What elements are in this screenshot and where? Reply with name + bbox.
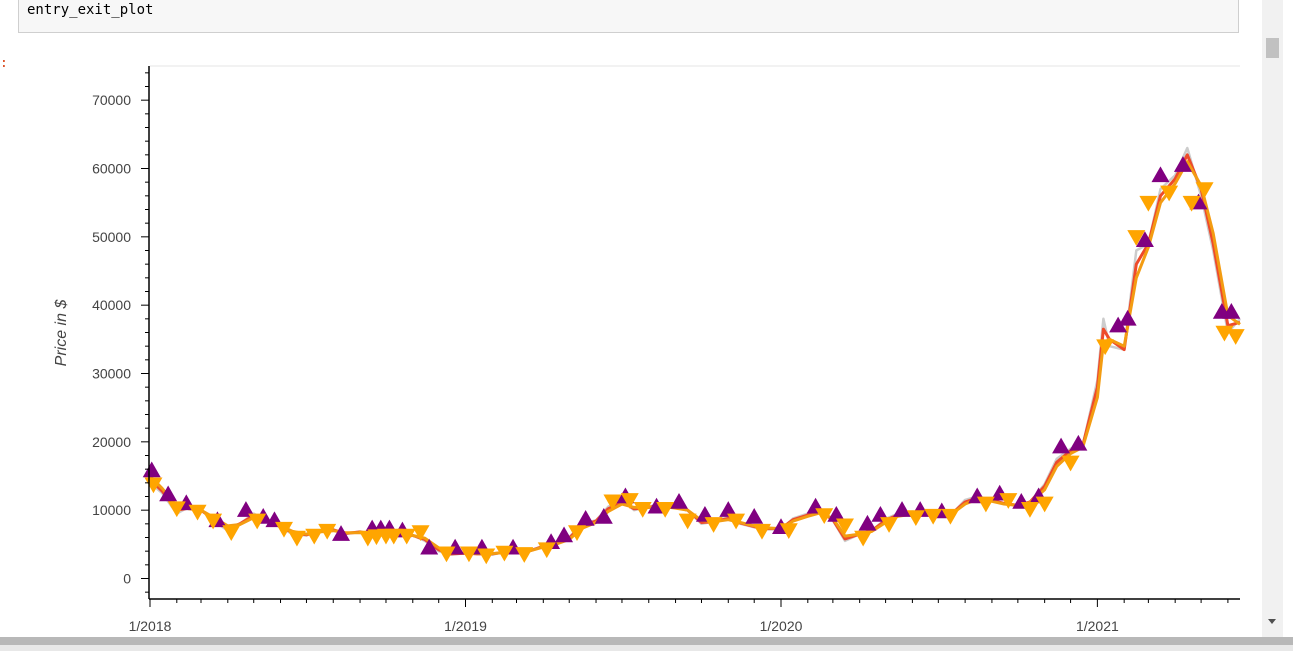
exit-marker — [204, 513, 223, 530]
exit-marker — [1182, 195, 1201, 212]
exit-marker — [976, 496, 995, 513]
entry-marker — [555, 526, 574, 543]
exit-marker — [397, 528, 416, 545]
exit-marker — [815, 508, 834, 524]
exit-marker — [620, 493, 639, 509]
exit-marker — [477, 548, 496, 565]
exit-marker — [704, 517, 723, 533]
entry-marker — [1222, 303, 1241, 319]
exit-marker — [248, 513, 267, 530]
exit-marker — [854, 530, 873, 547]
exit-marker — [1020, 502, 1039, 518]
exit-marker — [924, 508, 943, 525]
plot-markers — [142, 156, 1245, 565]
y-tick-label: 50000 — [92, 229, 131, 245]
exit-marker — [727, 513, 746, 530]
entry-marker — [827, 505, 846, 522]
exit-marker — [568, 525, 587, 542]
x-tick-label: 1/2018 — [129, 618, 172, 634]
y-tick-label: 10000 — [92, 502, 131, 518]
exit-marker — [906, 510, 925, 526]
y-tick-label: 70000 — [92, 92, 131, 108]
code-cell[interactable]: entry_exit_plot — [18, 0, 1239, 33]
code-text[interactable]: entry_exit_plot — [27, 2, 154, 18]
entry-marker — [1069, 434, 1088, 451]
exit-marker — [167, 501, 186, 518]
entry-marker — [576, 510, 595, 526]
exit-marker — [1139, 195, 1158, 212]
exit-marker — [305, 528, 324, 545]
exit-marker — [515, 547, 534, 563]
entry-marker — [1173, 156, 1192, 172]
exit-marker — [656, 502, 675, 518]
exit-marker — [1195, 182, 1214, 198]
scrollbar-thumb[interactable] — [1266, 38, 1279, 58]
exit-marker — [188, 504, 207, 521]
entry-marker — [159, 485, 178, 502]
exit-marker — [678, 513, 697, 530]
x-tick-label: 1/2021 — [1076, 618, 1119, 634]
entry-marker — [1118, 309, 1137, 326]
entry-marker — [893, 501, 912, 517]
exit-marker — [752, 523, 771, 540]
entry-marker — [719, 501, 738, 517]
exit-marker — [459, 546, 478, 563]
exit-marker — [603, 494, 622, 511]
entry-marker — [594, 508, 613, 524]
scroll-down-arrow-icon[interactable] — [1268, 619, 1276, 624]
entry-marker — [1135, 231, 1154, 247]
exit-marker — [1226, 329, 1245, 345]
exit-marker — [779, 523, 798, 539]
entry-marker — [236, 501, 255, 517]
exit-marker — [1127, 230, 1146, 246]
exit-marker — [1160, 185, 1179, 202]
price-chart: 0 10000 20000 30000 40000 50000 60000 70000 1/2… — [53, 65, 1245, 634]
y-tick-label: 30000 — [92, 366, 131, 382]
exit-marker — [537, 542, 556, 559]
exit-marker — [274, 521, 293, 538]
exit-marker — [384, 528, 403, 545]
output-prompt: : — [0, 56, 8, 71]
exit-marker — [835, 518, 854, 535]
exit-marker — [941, 508, 960, 525]
entry-marker — [745, 508, 764, 524]
entry-marker — [670, 492, 689, 509]
x-tick-label: 1/2020 — [760, 618, 803, 634]
y-tick-label: 40000 — [92, 297, 131, 313]
exit-marker — [287, 530, 306, 547]
entry-marker — [332, 525, 351, 541]
y-tick-label: 0 — [123, 571, 131, 587]
y-tick-label: 20000 — [92, 434, 131, 450]
entry-marker — [1109, 316, 1128, 333]
vertical-scrollbar[interactable] — [1262, 0, 1283, 637]
exit-marker — [318, 523, 337, 540]
exit-marker — [495, 545, 514, 562]
y-axis-title: Price in $ — [53, 299, 70, 367]
plot-area — [150, 66, 1240, 599]
y-tick-label: 60000 — [92, 161, 131, 177]
x-axis-ticks: 1/2018 1/2019 1/2020 1/2021 — [129, 599, 1229, 634]
status-strip — [0, 645, 1293, 651]
entry-marker — [858, 514, 877, 531]
exit-marker — [222, 525, 241, 542]
entry-marker — [1052, 437, 1071, 454]
entry-marker — [420, 538, 439, 555]
entry-marker — [1151, 166, 1170, 183]
exit-marker — [1096, 339, 1115, 356]
entry-marker — [142, 461, 161, 478]
exit-marker — [411, 525, 430, 542]
exit-marker — [633, 502, 652, 518]
window-edge — [1283, 0, 1293, 637]
exit-marker — [437, 546, 456, 563]
exit-marker — [1035, 496, 1054, 513]
exit-marker — [999, 493, 1018, 509]
y-axis-ticks: 0 10000 20000 30000 40000 50000 60000 70000 — [92, 72, 149, 593]
exit-marker — [1061, 455, 1080, 472]
x-tick-label: 1/2019 — [444, 618, 487, 634]
exit-marker — [880, 517, 899, 533]
